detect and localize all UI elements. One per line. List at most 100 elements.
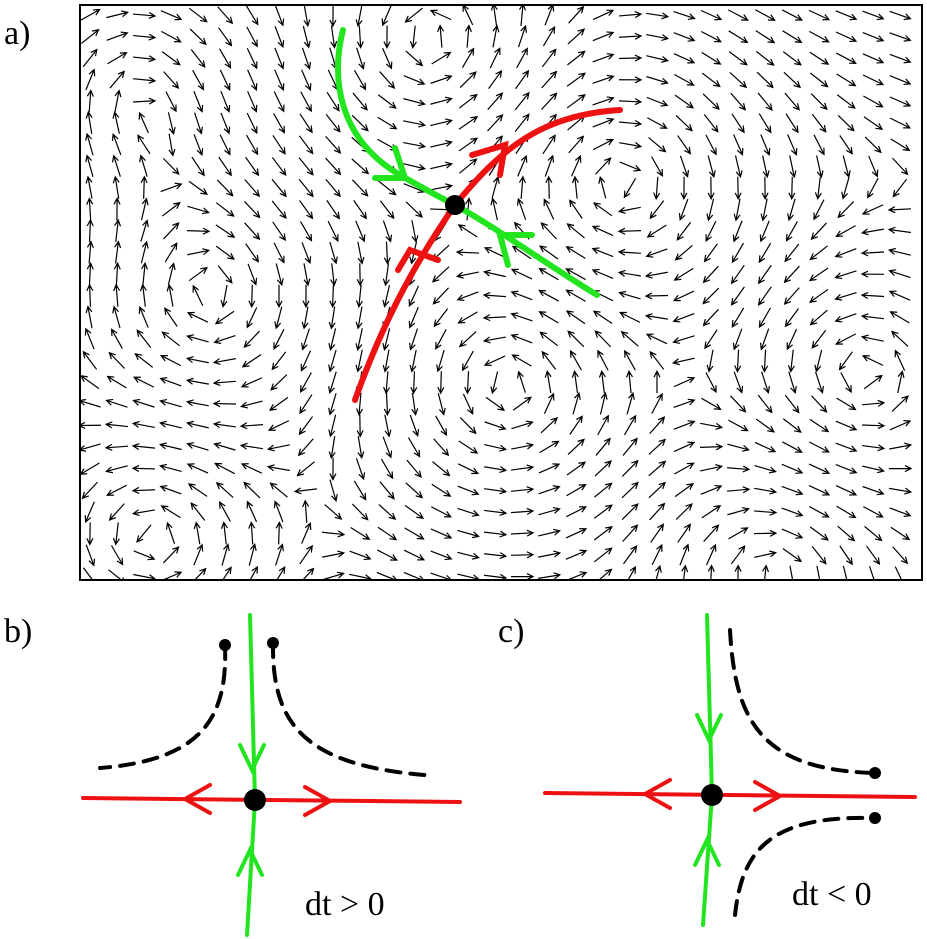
field-arrow [430,506,452,518]
field-arrow [541,92,558,110]
field-arrow [841,177,850,200]
field-arrow [511,354,532,367]
field-arrow [329,5,337,28]
stable-line [245,613,258,937]
field-arrow [406,459,422,479]
field-arrow [758,113,772,134]
field-arrow [271,200,287,220]
field-arrow [403,549,426,561]
field-arrow [734,564,742,580]
field-arrow [160,182,183,193]
field-arrow [303,263,311,287]
field-arrow [455,271,479,279]
field-arrow [138,305,149,328]
field-arrow [216,179,234,197]
field-arrow [407,437,421,458]
field-arrow [85,110,93,134]
field-arrow [325,135,342,154]
field-arrow [680,176,688,201]
field-arrow [490,5,498,26]
field-arrow [160,354,182,367]
field-arrow [383,241,391,265]
field-arrow [862,485,885,496]
field-arrow [673,267,694,281]
field-arrow [653,369,661,394]
field-arrow [457,311,478,324]
field-arrow [510,507,535,515]
arrow-head [372,145,410,181]
field-arrow [733,198,741,222]
field-arrow [191,156,205,177]
field-arrow [328,371,337,394]
field-arrow [707,564,715,580]
field-arrow [646,76,669,85]
field-arrow [267,420,290,431]
field-arrow [707,155,716,179]
field-arrow [131,486,156,494]
field-arrow [673,376,696,388]
field-arrow [703,243,718,263]
field-arrow [566,50,586,66]
field-arrow [382,284,391,308]
field-arrow [213,442,236,451]
field-arrow [461,350,474,372]
field-arrow [484,465,508,473]
field-arrow [544,370,552,394]
field-arrow [618,311,641,323]
panel-label: b) [4,613,32,650]
field-arrow [220,112,231,135]
field-arrow [728,51,748,66]
field-arrow [112,154,121,177]
field-arrow [162,546,180,564]
field-arrow [245,243,260,263]
field-arrow [863,116,884,130]
field-arrow [437,24,445,48]
field-arrow [592,31,615,42]
field-arrow [433,308,449,328]
field-arrow [108,503,125,521]
field-arrow [784,92,801,111]
field-arrow [301,522,312,544]
field-arrow [329,241,338,265]
field-arrow [80,8,101,21]
field-arrow [650,523,665,543]
caption: dt > 0 [305,886,385,923]
field-arrow [700,464,724,472]
field-arrow [436,349,445,373]
field-arrow [432,461,451,477]
field-arrow [707,176,715,201]
field-arrow [789,565,794,580]
field-arrow [301,47,312,70]
field-arrow [328,393,337,416]
field-arrow [328,414,337,438]
field-arrow [862,74,885,86]
field-arrow [430,118,453,127]
field-arrow [355,306,363,330]
field-arrow [836,94,856,109]
field-arrow [678,198,689,221]
field-arrow [186,463,209,474]
field-arrow [810,222,827,241]
field-arrow [511,420,534,430]
field-arrow [814,349,823,373]
field-arrow [676,221,692,241]
field-arrow [891,395,909,412]
field-arrow [85,544,96,567]
field-arrow [379,71,396,90]
field-arrow [653,176,661,201]
field-arrow [809,30,830,43]
field-arrow [863,374,883,390]
field-arrow [273,328,285,350]
field-arrow [489,47,501,69]
field-arrow [808,267,829,282]
field-arrow [594,330,612,348]
field-arrow [889,311,910,324]
field-arrow [355,284,363,309]
field-arrow [545,175,553,199]
field-arrow [215,481,234,499]
field-arrow [890,138,911,152]
field-arrow [539,331,559,347]
field-arrow [781,9,803,21]
field-arrow [782,30,803,44]
field-arrow [595,157,612,175]
